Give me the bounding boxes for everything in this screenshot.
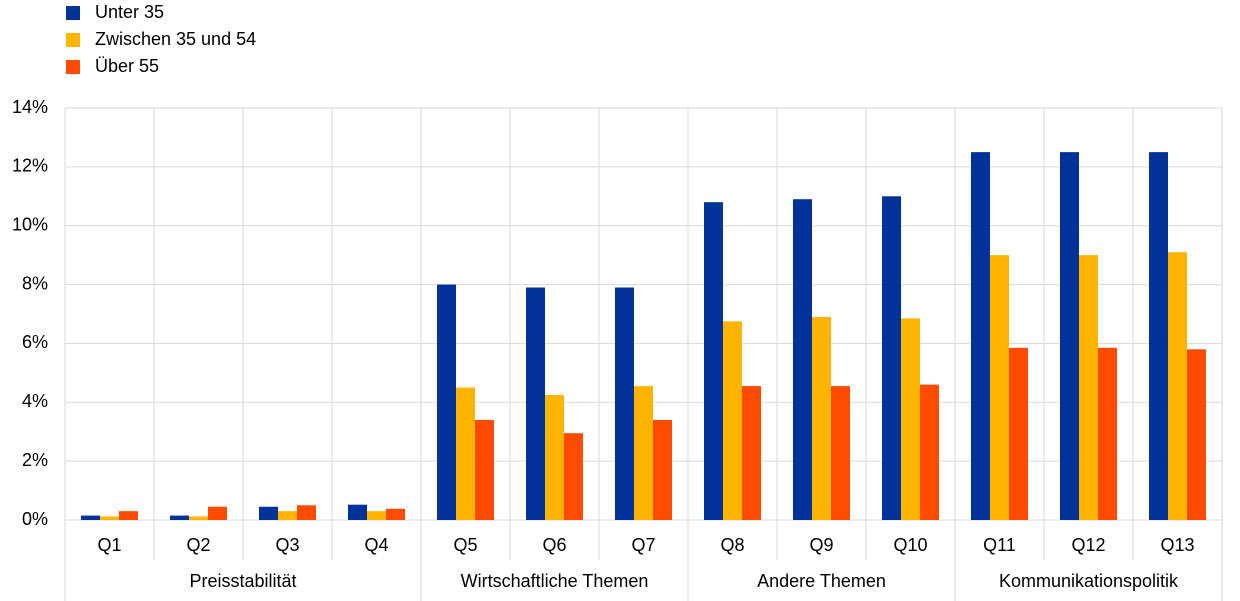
bar — [564, 433, 583, 520]
y-tick-label: 0% — [22, 509, 48, 529]
x-tick-label: Q1 — [97, 535, 121, 555]
y-tick-label: 8% — [22, 273, 48, 293]
bar — [1009, 347, 1028, 520]
bar — [259, 506, 278, 520]
bar — [990, 255, 1009, 520]
x-tick-label: Q2 — [186, 535, 210, 555]
bar — [297, 505, 316, 520]
y-tick-label: 12% — [12, 156, 48, 176]
group-label: Wirtschaftliche Themen — [461, 571, 649, 591]
bar — [831, 386, 850, 520]
bar — [653, 419, 672, 520]
bar — [367, 511, 386, 520]
bar — [1079, 255, 1098, 520]
legend-label: Unter 35 — [95, 2, 164, 22]
bar — [208, 506, 227, 520]
legend-swatch — [66, 60, 80, 74]
x-tick-label: Q5 — [453, 535, 477, 555]
bar — [475, 419, 494, 520]
legend-swatch — [66, 33, 80, 47]
bar — [812, 316, 831, 520]
bar — [526, 287, 545, 520]
y-tick-label: 14% — [12, 97, 48, 117]
bar — [386, 508, 405, 520]
y-tick-label: 10% — [12, 214, 48, 234]
bar — [1098, 347, 1117, 520]
bar — [742, 386, 761, 520]
legend-swatch — [66, 6, 80, 20]
x-tick-label: Q10 — [893, 535, 927, 555]
bar — [882, 196, 901, 521]
x-tick-label: Q11 — [983, 535, 1016, 555]
bar — [723, 321, 742, 520]
x-tick-label: Q7 — [631, 535, 655, 555]
bar — [1149, 152, 1168, 520]
bar — [81, 515, 100, 520]
y-tick-label: 2% — [22, 450, 48, 470]
group-label: Kommunikationspolitik — [999, 571, 1179, 591]
bar — [100, 516, 119, 520]
bar — [119, 511, 138, 520]
x-tick-label: Q9 — [809, 535, 833, 555]
bar — [278, 511, 297, 520]
y-tick-label: 4% — [22, 391, 48, 411]
x-tick-label: Q3 — [275, 535, 299, 555]
bar — [189, 516, 208, 520]
group-label: Andere Themen — [757, 571, 886, 591]
x-tick-label: Q8 — [720, 535, 744, 555]
bar — [170, 515, 189, 520]
bar — [456, 387, 475, 520]
bar — [437, 284, 456, 520]
bar — [1168, 252, 1187, 520]
bar — [615, 287, 634, 520]
group-label: Preisstabilität — [189, 571, 296, 591]
x-tick-label: Q13 — [1160, 535, 1194, 555]
bar — [920, 384, 939, 520]
bar — [704, 202, 723, 520]
bar — [545, 394, 564, 520]
bar — [1187, 349, 1206, 520]
legend-label: Zwischen 35 und 54 — [95, 29, 256, 49]
bar — [901, 318, 920, 520]
bar — [1060, 152, 1079, 520]
bar — [348, 504, 367, 520]
bar — [634, 386, 653, 520]
x-tick-label: Q6 — [542, 535, 566, 555]
legend-label: Über 55 — [95, 56, 159, 76]
x-tick-label: Q12 — [1071, 535, 1105, 555]
y-tick-label: 6% — [22, 332, 48, 352]
bar — [793, 199, 812, 520]
x-tick-label: Q4 — [364, 535, 388, 555]
bar — [971, 152, 990, 520]
